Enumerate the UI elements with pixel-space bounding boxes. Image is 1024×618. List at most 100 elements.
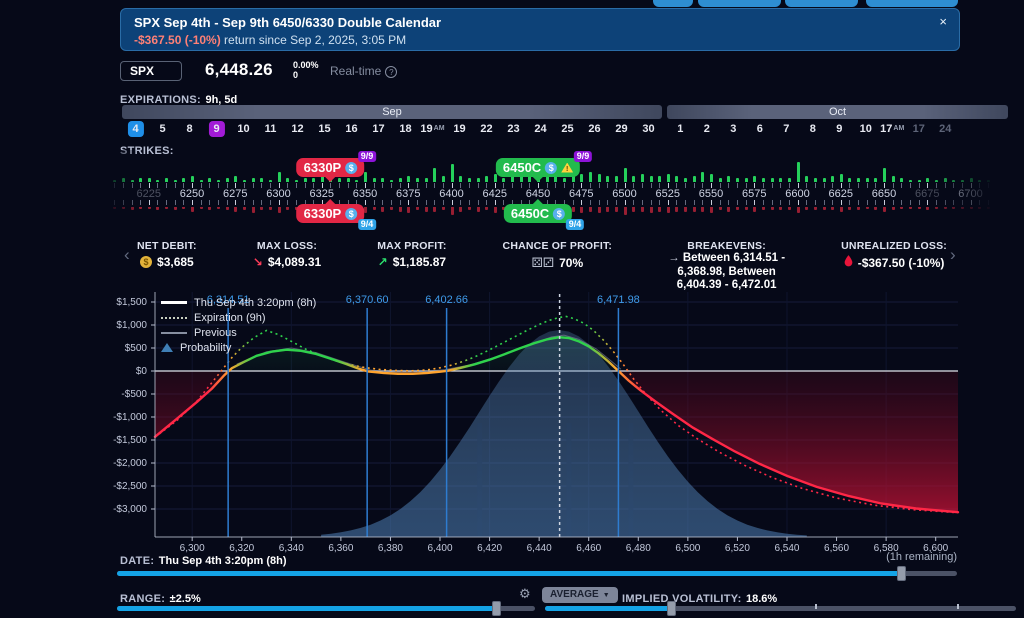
put-volume-bar: [640, 207, 644, 212]
call-volume-bar: [173, 180, 177, 182]
expiration-date-oct-1[interactable]: 1: [677, 123, 684, 135]
top-toolbar-button[interactable]: [698, 0, 781, 7]
strike-tick: [961, 200, 963, 205]
put-volume-bar: [467, 207, 471, 211]
top-toolbar-button[interactable]: [866, 0, 958, 7]
put-volume-bar: [839, 207, 843, 212]
expiration-date-sep-26[interactable]: 26: [588, 123, 601, 135]
iv-mode-dropdown[interactable]: AVERAGE ▼: [542, 587, 618, 603]
implied-volatility: IMPLIED VOLATILITY: 18.6%: [622, 589, 777, 607]
position-tag-6450c[interactable]: 6450C $! 9/9: [495, 151, 593, 182]
expiration-date-sep-5[interactable]: 5: [159, 123, 166, 135]
range-slider[interactable]: [117, 601, 535, 616]
probability-cone: [321, 330, 807, 537]
expiration-date-sep-12[interactable]: 12: [291, 123, 304, 135]
stats-prev-chevron[interactable]: ‹: [124, 245, 130, 264]
date-slider-handle[interactable]: [897, 566, 907, 581]
x-axis-label: 6,480: [626, 543, 651, 554]
expiration-date-oct-7[interactable]: 7: [783, 123, 790, 135]
expiration-date-oct-17[interactable]: 17AM: [880, 123, 905, 135]
put-volume-bar: [173, 207, 177, 211]
call-volume-bar: [813, 178, 817, 182]
expiration-date-oct-10[interactable]: 10: [859, 123, 872, 135]
iv-slider[interactable]: [545, 601, 1016, 616]
put-volume-bar: [459, 207, 463, 212]
expiration-date-sep-29[interactable]: 29: [615, 123, 628, 135]
symbol-input[interactable]: SPX: [120, 61, 182, 81]
settings-icon[interactable]: ⚙: [519, 586, 531, 601]
strike-tick: [676, 200, 678, 205]
expiration-date-sep-4[interactable]: 4: [127, 121, 144, 137]
put-volume-bar: [260, 207, 264, 211]
expiration-date-oct-9[interactable]: 9: [836, 123, 843, 135]
expiration-date-sep-23[interactable]: 23: [507, 123, 520, 135]
expiration-date-sep-11[interactable]: 11: [264, 123, 277, 135]
expiration-date-oct-24[interactable]: 24: [939, 123, 952, 135]
close-icon[interactable]: ×: [939, 14, 947, 29]
strike-axis-label: 6425: [482, 188, 508, 200]
strike-tick: [780, 183, 782, 188]
strike-tick: [624, 183, 626, 188]
call-volume-bar: [294, 180, 298, 182]
expiration-date-sep-15[interactable]: 15: [318, 123, 331, 135]
expiration-date-oct-17[interactable]: 17: [912, 123, 925, 135]
legend-item-current: Thu Sep 4th 3:20pm (8h): [161, 295, 316, 310]
expiry-badge: 9/9: [573, 151, 593, 162]
expiration-date-sep-30[interactable]: 30: [642, 123, 655, 135]
stats-next-chevron[interactable]: ›: [950, 245, 956, 264]
strike-tick: [598, 200, 600, 205]
expiration-date-sep-10[interactable]: 10: [237, 123, 250, 135]
position-tag-6330p[interactable]: 6330P $9/9: [296, 151, 377, 182]
call-volume-bar: [338, 178, 342, 182]
strike-tick: [659, 200, 661, 205]
strike-tick: [771, 200, 773, 205]
strike-tick: [148, 200, 150, 205]
expiration-date-oct-6[interactable]: 6: [756, 123, 763, 135]
iv-slider-handle[interactable]: [667, 601, 677, 616]
strike-tick: [278, 183, 280, 188]
expiration-date-sep-9[interactable]: 9: [208, 121, 225, 137]
strike-tick: [365, 200, 367, 205]
call-volume-bar: [614, 176, 618, 182]
strike-tick: [391, 200, 392, 205]
y-axis-label: -$1,500: [113, 435, 147, 446]
position-tag-6330p[interactable]: 6330P $9/4: [296, 199, 377, 230]
put-volume-bar: [597, 207, 601, 214]
call-volume-bar: [476, 178, 480, 182]
put-volume-bar: [606, 207, 610, 212]
legend-item-probability: Probability: [161, 340, 316, 355]
strike-tick: [486, 183, 488, 188]
top-toolbar-button[interactable]: [653, 0, 693, 7]
strike-tick: [901, 200, 903, 205]
x-axis-label: 6,320: [229, 543, 254, 554]
expiration-date-oct-8[interactable]: 8: [809, 123, 816, 135]
date-slider[interactable]: [117, 566, 957, 581]
expiration-date-oct-3[interactable]: 3: [730, 123, 737, 135]
strategy-title: SPX Sep 4th - Sep 9th 6450/6330 Double C…: [134, 15, 442, 30]
put-volume-bar: [796, 207, 800, 214]
expiration-date-sep-17[interactable]: 17: [372, 123, 385, 135]
expiration-date-sep-19[interactable]: 19: [453, 123, 466, 135]
help-icon[interactable]: ?: [385, 66, 398, 78]
expiration-date-sep-8[interactable]: 8: [186, 123, 193, 135]
dollar-icon: $: [345, 161, 358, 174]
expiration-date-sep-25[interactable]: 25: [561, 123, 574, 135]
strike-tick: [771, 183, 773, 188]
strike-tick: [564, 183, 565, 188]
strike-tick: [330, 183, 332, 188]
strike-tick: [892, 183, 894, 188]
y-axis-label: -$500: [121, 389, 147, 400]
expiration-date-sep-16[interactable]: 16: [345, 123, 358, 135]
top-toolbar-button[interactable]: [785, 0, 858, 7]
expiration-date-sep-19[interactable]: 19AM: [420, 123, 445, 135]
strike-tick: [391, 183, 392, 188]
expiration-date-sep-22[interactable]: 22: [480, 123, 493, 135]
position-tag-6450c[interactable]: 6450C $9/4: [503, 199, 585, 230]
expiration-date-sep-24[interactable]: 24: [534, 123, 547, 135]
expiration-date-oct-2[interactable]: 2: [703, 123, 710, 135]
probability-swatch-icon: [161, 343, 173, 352]
strike-axis-label: 6700: [958, 188, 983, 200]
call-volume-bar: [113, 180, 117, 182]
expiration-date-sep-18[interactable]: 18: [399, 123, 412, 135]
range-slider-handle[interactable]: [492, 601, 502, 616]
